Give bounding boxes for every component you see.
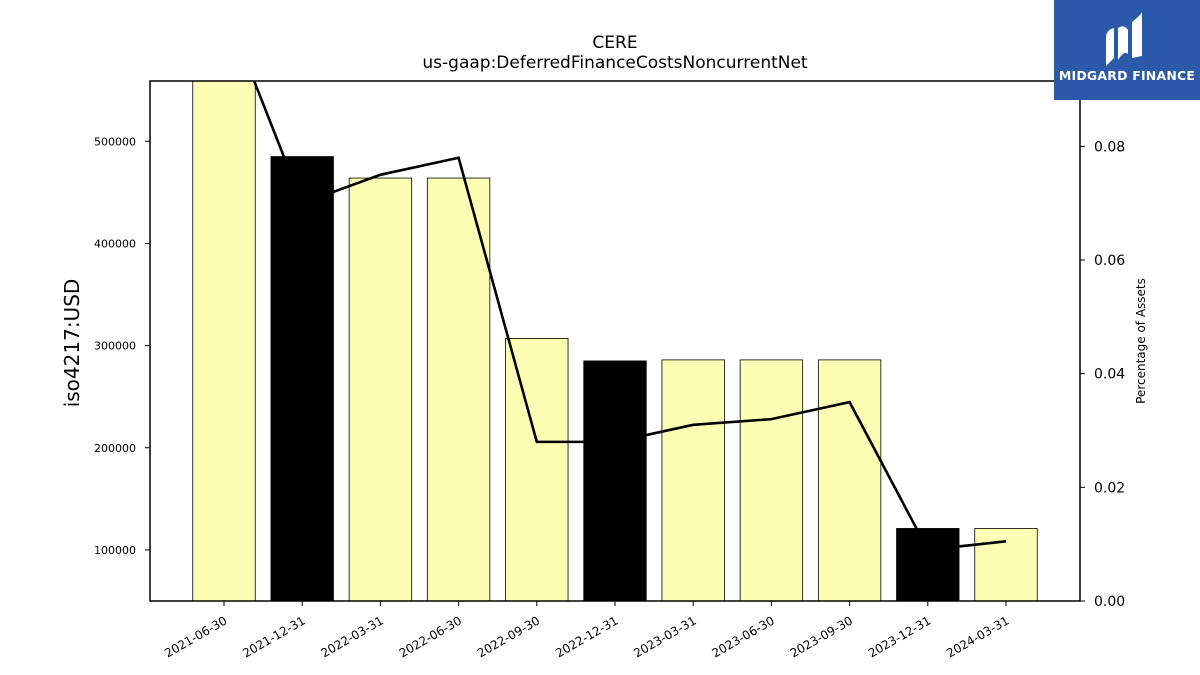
bar-2023-03-31: [661, 359, 725, 602]
bar-2022-09-30: [505, 338, 569, 602]
x-tick-label: 2021-12-31: [240, 613, 307, 660]
x-tick-label: 2022-09-30: [475, 613, 542, 660]
bar-2021-12-31: [270, 156, 334, 602]
bar-2022-12-31: [583, 360, 647, 602]
x-tick-label: 2023-12-31: [866, 613, 933, 660]
x-tick-label: 2021-06-30: [162, 613, 229, 660]
x-tick-label: 2022-03-31: [318, 613, 385, 660]
y2-axis-label: Percentage of Assets: [1134, 278, 1148, 404]
bar-2023-09-30: [817, 359, 882, 602]
y2-tick-label: 0.02: [1094, 480, 1125, 496]
x-tick-label: 2024-03-31: [944, 613, 1011, 660]
midgard-logo-icon: [1106, 12, 1142, 66]
y2-tick-label: 0.06: [1094, 253, 1125, 269]
y-tick-label: 400000: [94, 237, 136, 250]
y2-tick-label: 0.04: [1094, 367, 1125, 383]
y-tick-label: 100000: [94, 544, 136, 557]
brand-logo: MIDGARD FINANCE: [1054, 0, 1200, 100]
bar-2023-12-31: [896, 528, 960, 602]
bar-2022-06-30: [426, 177, 491, 602]
y-tick-label: 500000: [94, 135, 136, 148]
brand-logo-text: MIDGARD FINANCE: [1058, 68, 1196, 83]
y-tick-label: 200000: [94, 442, 136, 455]
x-tick-label: 2023-06-30: [709, 613, 776, 660]
x-tick-label: 2023-03-31: [631, 613, 698, 660]
y2-tick-label: 0.00: [1094, 594, 1125, 610]
bar-2023-06-30: [739, 359, 804, 602]
y-tick-label: 300000: [94, 340, 136, 353]
y2-tick-label: 0.08: [1094, 139, 1125, 155]
x-tick-label: 2023-09-30: [788, 613, 855, 660]
chart-subtitle: us-gaap:DeferredFinanceCostsNoncurrentNe…: [422, 53, 808, 73]
bars-group: [192, 80, 1038, 602]
bar-2021-06-30: [192, 80, 256, 602]
x-tick-label: 2022-06-30: [397, 613, 464, 660]
chart-title: CERE: [592, 33, 637, 53]
line-group: [252, 81, 1007, 552]
bar-2024-03-31: [974, 528, 1038, 602]
bar-2022-03-31: [348, 177, 413, 602]
x-tick-label: 2022-12-31: [553, 613, 620, 660]
percentage-of-assets-line: [252, 81, 1007, 552]
y-axis-label: iso4217:USD: [60, 279, 84, 408]
